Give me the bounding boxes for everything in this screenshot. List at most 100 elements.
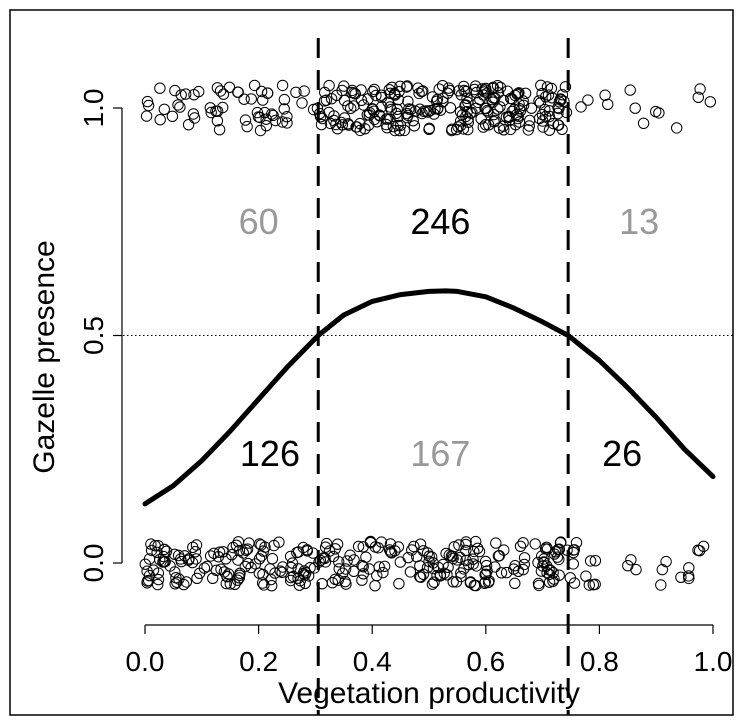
- data-point: [180, 576, 193, 588]
- data-point: [423, 555, 435, 567]
- data-point: [211, 115, 224, 127]
- data-point: [241, 120, 253, 133]
- data-point: [445, 550, 458, 562]
- data-point: [287, 570, 300, 583]
- data-point: [326, 577, 339, 589]
- data-point: [424, 105, 436, 117]
- data-point: [534, 97, 547, 109]
- data-point: [273, 536, 285, 548]
- data-point: [375, 536, 388, 548]
- data-point: [367, 85, 379, 98]
- data-point: [380, 113, 392, 125]
- y-tick-label: 0.0: [78, 544, 109, 583]
- data-point: [357, 541, 369, 553]
- data-point: [239, 560, 252, 573]
- data-point: [450, 123, 463, 136]
- data-point: [414, 560, 426, 572]
- data-point: [300, 567, 312, 579]
- data-point: [464, 577, 477, 589]
- data-point: [532, 556, 544, 569]
- data-point: [437, 558, 449, 571]
- data-point: [158, 543, 170, 556]
- data-point: [683, 562, 695, 574]
- data-point: [232, 554, 244, 566]
- data-point: [473, 545, 486, 558]
- data-point: [552, 101, 564, 114]
- data-point: [166, 110, 179, 123]
- data-point: [437, 92, 449, 104]
- data-point: [625, 554, 637, 566]
- data-point: [143, 574, 155, 587]
- data-point: [257, 545, 270, 557]
- data-point: [348, 87, 360, 99]
- data-point: [217, 546, 229, 558]
- data-point: [697, 540, 710, 552]
- data-point: [319, 86, 331, 99]
- data-point: [248, 79, 261, 92]
- data-point: [416, 85, 428, 98]
- data-point: [285, 561, 297, 574]
- data-point: [172, 99, 184, 111]
- data-point: [276, 79, 289, 92]
- data-point: [548, 548, 561, 560]
- data-point: [519, 87, 532, 100]
- data-point: [394, 80, 406, 93]
- data-point: [422, 106, 434, 118]
- data-point: [291, 546, 303, 559]
- data-point: [682, 570, 695, 582]
- data-point: [278, 103, 290, 115]
- data-point: [278, 93, 291, 106]
- data-point: [468, 545, 480, 558]
- data-point: [602, 98, 614, 111]
- data-point: [537, 121, 549, 133]
- data-point: [140, 110, 153, 122]
- data-point: [331, 89, 343, 102]
- data-point: [454, 106, 467, 118]
- data-point: [514, 540, 527, 552]
- data-point: [227, 541, 239, 554]
- data-point: [461, 106, 473, 118]
- data-point: [553, 96, 565, 108]
- data-point: [650, 105, 662, 118]
- data-point: [483, 119, 495, 131]
- data-point: [417, 85, 429, 97]
- data-point: [193, 85, 205, 98]
- data-point: [255, 539, 267, 551]
- plot-border: [9, 9, 734, 716]
- data-point: [503, 111, 515, 124]
- data-point: [170, 572, 182, 584]
- data-point: [383, 544, 396, 556]
- data-point: [450, 576, 463, 588]
- data-point: [394, 556, 406, 568]
- data-point: [400, 81, 413, 93]
- data-point: [461, 92, 473, 105]
- data-point: [533, 95, 545, 107]
- data-point: [237, 547, 250, 559]
- data-point: [253, 553, 266, 565]
- data-point: [314, 554, 327, 567]
- data-point: [479, 555, 492, 568]
- data-point: [152, 540, 164, 552]
- data-point: [402, 551, 414, 564]
- data-point: [293, 579, 306, 591]
- data-point: [542, 89, 555, 101]
- data-point: [462, 123, 474, 136]
- data-point: [171, 576, 183, 588]
- data-point: [331, 538, 344, 550]
- x-axis-label: Vegetation productivity: [278, 677, 580, 710]
- data-point: [533, 579, 545, 592]
- data-point: [480, 568, 492, 580]
- data-point: [281, 111, 293, 123]
- data-point: [330, 118, 342, 131]
- data-point: [470, 560, 483, 572]
- data-point: [517, 537, 529, 549]
- data-point: [637, 117, 650, 130]
- data-point: [314, 111, 327, 123]
- data-point: [141, 95, 154, 108]
- data-point: [357, 561, 369, 573]
- data-point: [356, 574, 368, 586]
- data-point: [266, 580, 278, 592]
- data-point: [589, 555, 602, 567]
- data-point: [254, 124, 267, 137]
- data-point: [518, 558, 530, 571]
